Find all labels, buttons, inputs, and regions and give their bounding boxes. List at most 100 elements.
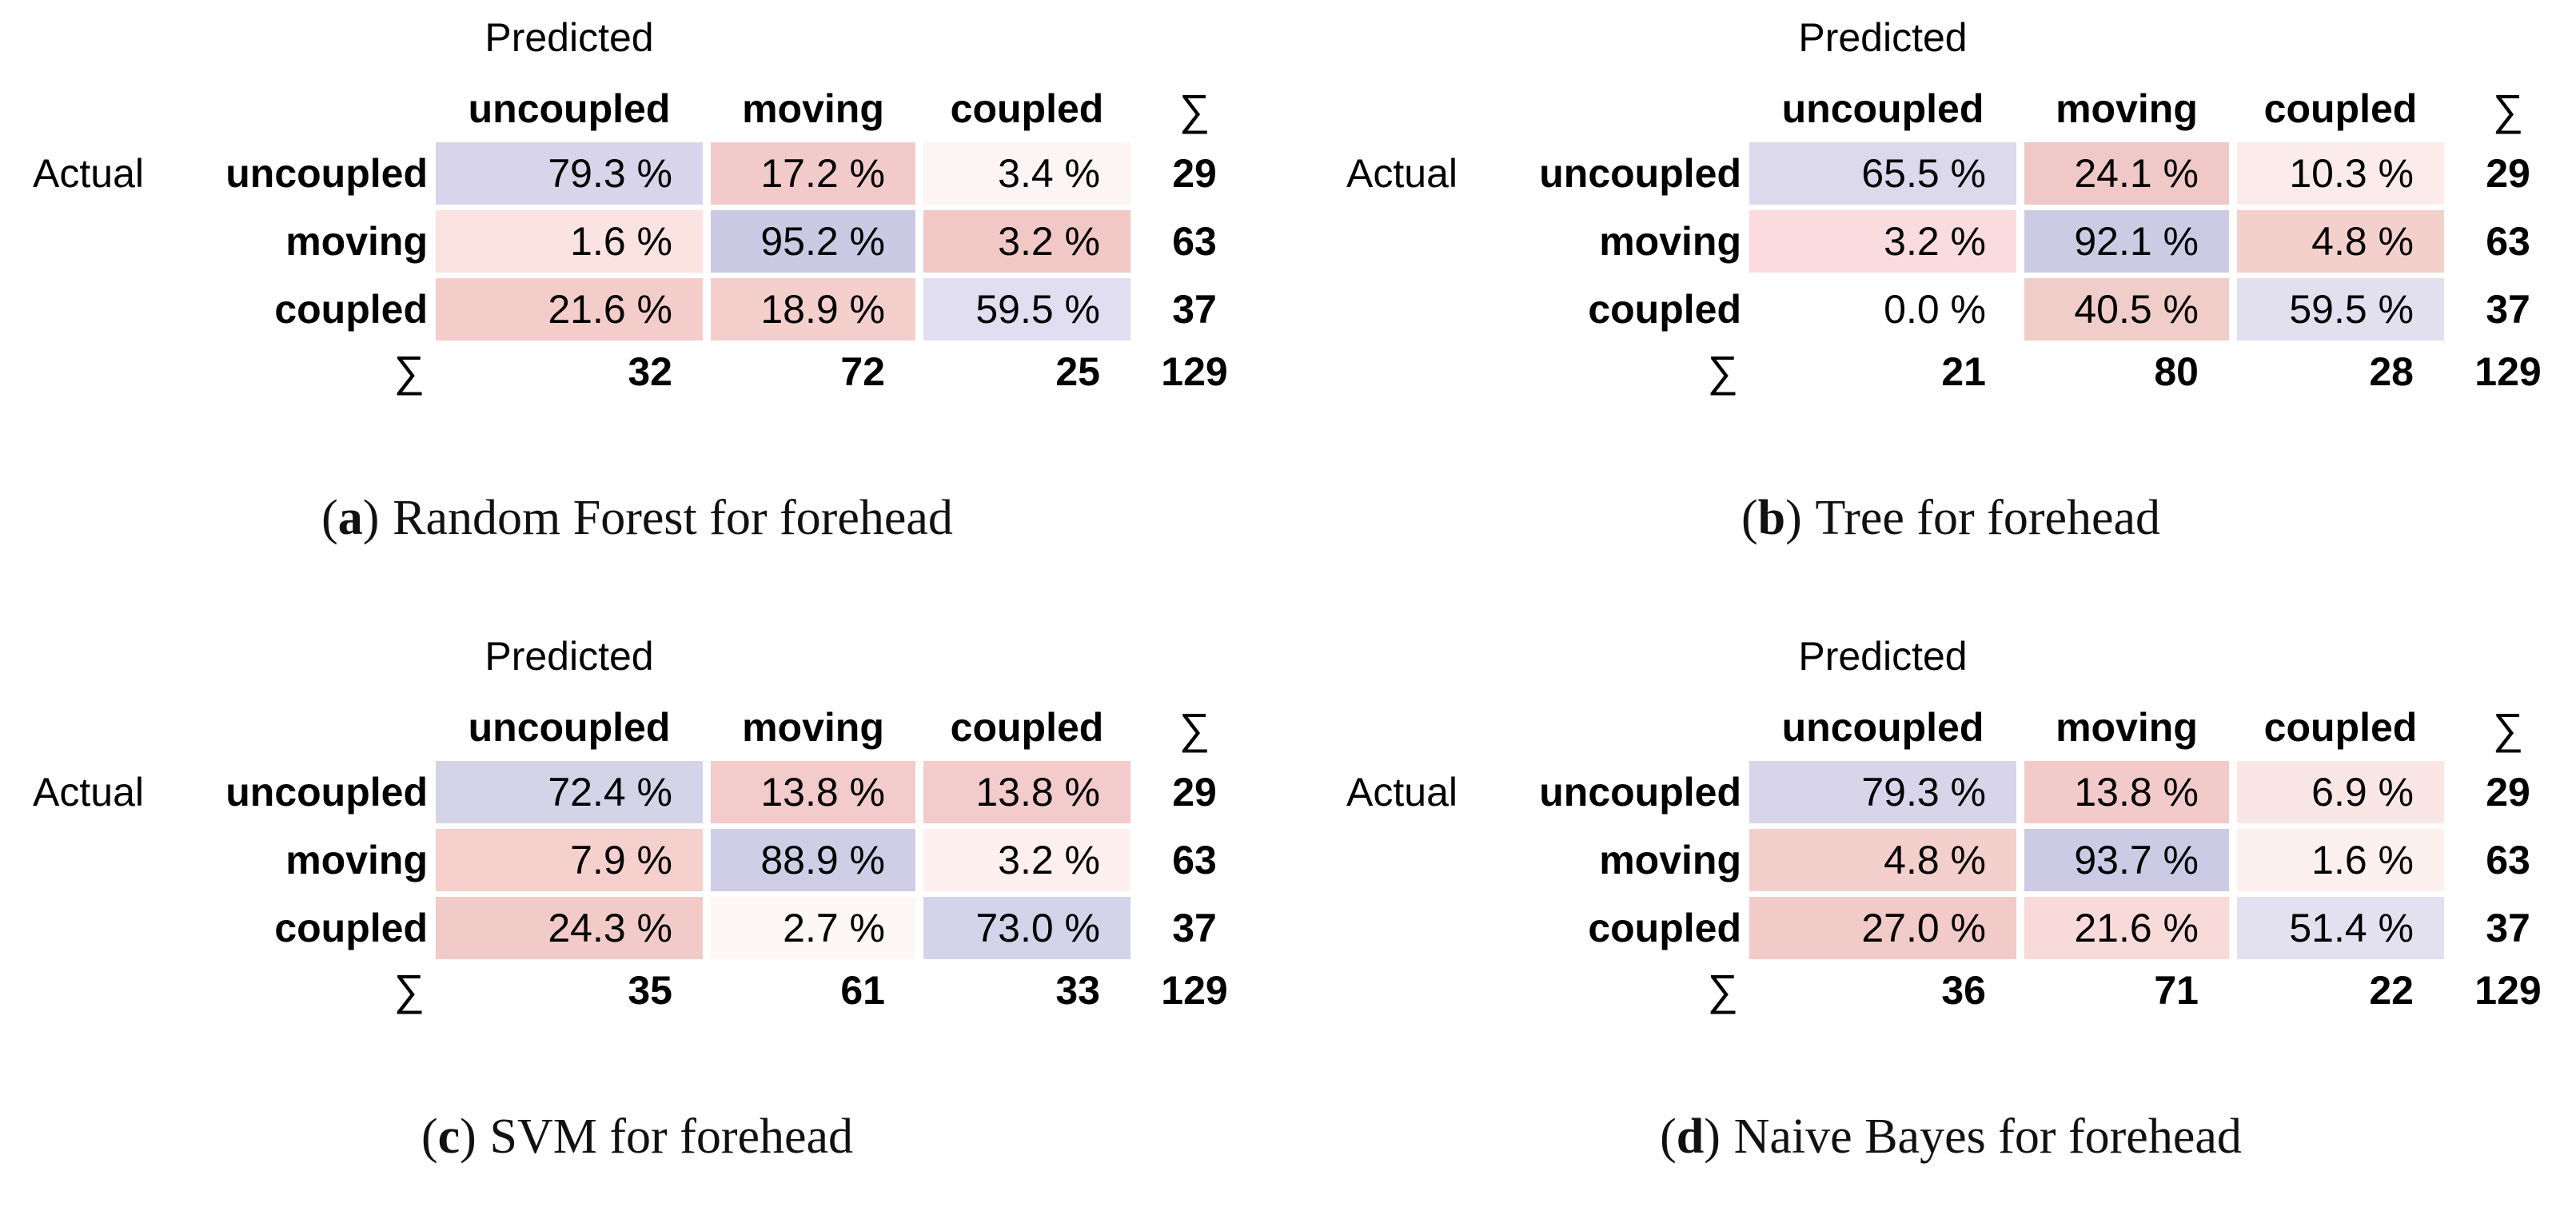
row-label-moving: moving xyxy=(285,838,428,882)
sum-column-header-icon: ∑ xyxy=(2492,86,2524,134)
cm-cell-moving-coupled: 3.2 % xyxy=(923,210,1130,273)
cm-cell-uncoupled-uncoupled: 79.3 % xyxy=(436,142,703,205)
col-header-coupled: coupled xyxy=(950,86,1104,131)
row-sum-moving: 63 xyxy=(1172,838,1217,882)
cm-cell-uncoupled-uncoupled: 65.5 % xyxy=(1749,142,2016,205)
row-sum-uncoupled: 29 xyxy=(2486,151,2530,196)
col-header-coupled: coupled xyxy=(950,705,1104,750)
cm-cell-moving-coupled: 1.6 % xyxy=(2237,829,2444,891)
row-label-uncoupled: uncoupled xyxy=(225,770,428,815)
confusion-matrix-figure-b: Predicted uncoupled moving coupled ∑ Act… xyxy=(1288,0,2576,608)
actual-axis-label: Actual xyxy=(1346,151,1457,196)
row-sum-moving: 63 xyxy=(2486,838,2530,882)
caption-text: Tree for forehead xyxy=(1815,491,2161,545)
cm-cell-coupled-coupled: 51.4 % xyxy=(2237,897,2444,959)
cm-cell-moving-moving: 95.2 % xyxy=(711,210,915,273)
actual-axis-label: Actual xyxy=(33,151,144,196)
cm-cell-coupled-moving: 2.7 % xyxy=(711,897,915,959)
row-label-uncoupled: uncoupled xyxy=(1539,770,1741,815)
row-sum-coupled: 37 xyxy=(2486,906,2530,950)
col-sum-coupled: 33 xyxy=(1055,968,1100,1013)
cm-cell-coupled-moving: 40.5 % xyxy=(2024,278,2229,341)
grand-total: 129 xyxy=(2474,349,2542,394)
predicted-axis-label: Predicted xyxy=(484,634,654,679)
caption-paren-open: ( xyxy=(1741,491,1758,545)
col-sum-moving: 72 xyxy=(840,349,885,394)
cm-cell-uncoupled-uncoupled: 79.3 % xyxy=(1749,761,2016,823)
col-sum-moving: 61 xyxy=(840,968,885,1013)
row-label-moving: moving xyxy=(1599,838,1741,882)
cm-cell-uncoupled-moving: 13.8 % xyxy=(2024,761,2229,823)
cm-cell-uncoupled-uncoupled: 72.4 % xyxy=(436,761,703,823)
col-sum-coupled: 25 xyxy=(1055,349,1100,394)
cm-cell-coupled-uncoupled: 0.0 % xyxy=(1749,278,2016,341)
confusion-matrix-table-d: Predicted uncoupled moving coupled ∑ Act… xyxy=(1338,631,2564,1016)
sum-column-header-icon: ∑ xyxy=(1178,86,1210,134)
predicted-axis-label: Predicted xyxy=(1798,15,1968,60)
col-sum-uncoupled: 32 xyxy=(628,349,672,394)
row-label-coupled: coupled xyxy=(274,906,428,950)
cm-cell-moving-uncoupled: 7.9 % xyxy=(436,829,703,891)
col-header-moving: moving xyxy=(742,86,884,131)
row-sum-uncoupled: 29 xyxy=(1172,151,1217,196)
confusion-matrix-table-c: Predicted uncoupled moving coupled ∑ Act… xyxy=(24,631,1250,1016)
cm-cell-uncoupled-coupled: 10.3 % xyxy=(2237,142,2444,205)
cm-cell-uncoupled-coupled: 13.8 % xyxy=(923,761,1130,823)
cm-cell-uncoupled-coupled: 3.4 % xyxy=(923,142,1130,205)
row-sum-moving: 63 xyxy=(1172,219,1217,264)
grand-total: 129 xyxy=(1161,349,1228,394)
caption-paren-close: ) xyxy=(460,1109,477,1164)
col-header-moving: moving xyxy=(2056,705,2198,750)
sum-column-header-icon: ∑ xyxy=(2492,705,2524,753)
cm-cell-coupled-coupled: 73.0 % xyxy=(923,897,1130,959)
cm-cell-uncoupled-moving: 24.1 % xyxy=(2024,142,2229,205)
actual-axis-label: Actual xyxy=(1346,770,1457,815)
caption-paren-open: ( xyxy=(421,1109,438,1164)
row-sum-moving: 63 xyxy=(2486,219,2530,264)
caption-paren-close: ) xyxy=(362,491,380,545)
col-header-uncoupled: uncoupled xyxy=(1781,705,1984,750)
row-label-coupled: coupled xyxy=(1588,906,1741,950)
col-sum-uncoupled: 35 xyxy=(628,968,672,1013)
row-sum-uncoupled: 29 xyxy=(2486,770,2530,815)
col-sum-moving: 71 xyxy=(2154,968,2199,1013)
sum-row-label-icon: ∑ xyxy=(393,348,425,396)
cm-cell-moving-moving: 93.7 % xyxy=(2024,829,2229,891)
cm-cell-uncoupled-coupled: 6.9 % xyxy=(2237,761,2444,823)
predicted-axis-label: Predicted xyxy=(484,15,654,60)
cm-cell-moving-uncoupled: 4.8 % xyxy=(1749,829,2016,891)
caption-paren-open: ( xyxy=(1660,1109,1677,1164)
cm-cell-coupled-uncoupled: 24.3 % xyxy=(436,897,703,959)
figure-caption-c: (c) SVM for forehead xyxy=(24,1109,1250,1165)
col-sum-moving: 80 xyxy=(2154,349,2199,394)
row-label-moving: moving xyxy=(285,219,428,264)
figure-caption-a: (a) Random Forest for forehead xyxy=(24,490,1250,547)
col-sum-uncoupled: 21 xyxy=(1941,349,1986,394)
row-sum-coupled: 37 xyxy=(2486,287,2530,332)
col-header-moving: moving xyxy=(742,705,884,750)
row-sum-coupled: 37 xyxy=(1172,287,1217,332)
caption-letter: d xyxy=(1676,1109,1705,1164)
row-label-coupled: coupled xyxy=(274,287,428,332)
sum-row-label-icon: ∑ xyxy=(1707,348,1739,396)
sum-row-label-icon: ∑ xyxy=(1707,966,1739,1014)
row-label-uncoupled: uncoupled xyxy=(1539,151,1741,196)
col-sum-coupled: 28 xyxy=(2369,349,2414,394)
col-sum-coupled: 22 xyxy=(2369,968,2414,1013)
caption-letter: c xyxy=(437,1109,461,1164)
caption-text: Naive Bayes for forehead xyxy=(1733,1109,2242,1164)
cm-cell-coupled-coupled: 59.5 % xyxy=(2237,278,2444,341)
caption-letter: a xyxy=(337,491,363,545)
sum-column-header-icon: ∑ xyxy=(1178,705,1210,753)
confusion-matrix-figure-d: Predicted uncoupled moving coupled ∑ Act… xyxy=(1288,608,2576,1215)
predicted-axis-label: Predicted xyxy=(1798,634,1968,679)
confusion-matrix-table-a: Predicted uncoupled moving coupled ∑ Act… xyxy=(24,13,1250,397)
grand-total: 129 xyxy=(2474,968,2542,1013)
col-sum-uncoupled: 36 xyxy=(1941,968,1986,1013)
row-label-uncoupled: uncoupled xyxy=(225,151,428,196)
cm-cell-moving-coupled: 4.8 % xyxy=(2237,210,2444,273)
cm-cell-moving-moving: 88.9 % xyxy=(711,829,915,891)
caption-paren-close: ) xyxy=(1785,491,1802,545)
col-header-uncoupled: uncoupled xyxy=(1781,86,1984,131)
cm-cell-uncoupled-moving: 17.2 % xyxy=(711,142,915,205)
